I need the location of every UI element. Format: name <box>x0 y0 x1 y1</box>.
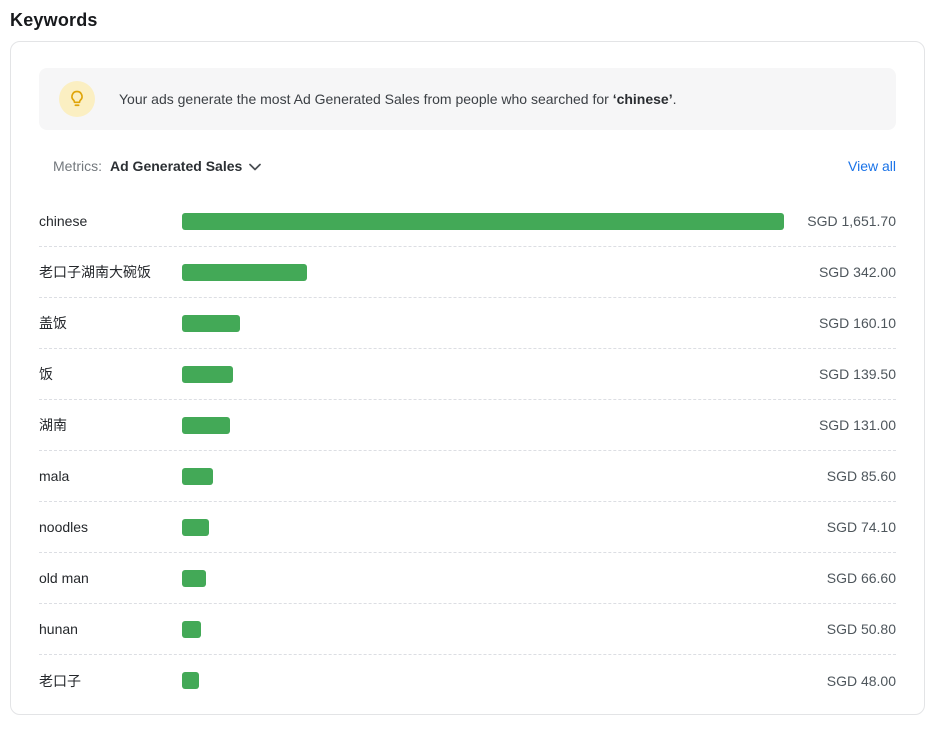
bar-track <box>182 672 784 689</box>
keyword-row: chinese SGD 1,651.70 <box>39 196 896 247</box>
keyword-label: chinese <box>39 213 88 229</box>
lightbulb-icon <box>59 81 95 117</box>
bar-track <box>182 263 784 281</box>
keyword-label: old man <box>39 570 89 586</box>
keyword-label: 盖饭 <box>39 315 67 331</box>
keyword-label: noodles <box>39 519 89 535</box>
keyword-label: 饭 <box>39 366 53 382</box>
keyword-row: 盖饭 SGD 160.10 <box>39 298 896 349</box>
keyword-value: SGD 66.60 <box>826 570 896 586</box>
keyword-label: hunan <box>39 621 78 637</box>
keyword-bar <box>182 569 207 587</box>
metrics-dropdown[interactable]: Ad Generated Sales <box>110 158 262 174</box>
keyword-row: mala SGD 85.60 <box>39 451 896 502</box>
bar-track <box>182 365 784 383</box>
keyword-bar <box>182 314 241 332</box>
keyword-value: SGD 1,651.70 <box>807 213 896 229</box>
bar-track <box>182 416 784 434</box>
metrics-selected-value: Ad Generated Sales <box>110 158 243 174</box>
insight-highlight: ‘chinese’ <box>612 91 673 107</box>
insight-text: Your ads generate the most Ad Generated … <box>119 91 677 107</box>
bar-track <box>182 314 784 332</box>
view-all-link[interactable]: View all <box>848 158 896 174</box>
keyword-value: SGD 74.10 <box>826 519 896 535</box>
keyword-bar <box>182 263 307 281</box>
chevron-down-icon <box>249 163 262 171</box>
keywords-card: Your ads generate the most Ad Generated … <box>10 41 925 715</box>
keyword-bar <box>182 365 233 383</box>
keyword-label: 老口子湖南大碗饭 <box>39 264 151 280</box>
keyword-bar <box>182 518 209 536</box>
keyword-label: 老口子 <box>39 672 81 689</box>
keyword-row: old man SGD 66.60 <box>39 553 896 604</box>
keyword-value: SGD 85.60 <box>826 468 896 484</box>
bar-track <box>182 620 784 638</box>
bar-track <box>182 467 784 485</box>
keywords-chart: chinese SGD 1,651.70 老口子湖南大碗饭 SGD 342.00 盖饭 S… <box>39 196 896 706</box>
keyword-value: SGD 48.00 <box>826 672 896 689</box>
keyword-row: 湖南 SGD 131.00 <box>39 400 896 451</box>
metrics-row: Metrics: Ad Generated Sales View all <box>39 150 896 182</box>
bar-track <box>182 518 784 536</box>
bar-track <box>182 569 784 587</box>
keyword-label: 湖南 <box>39 417 67 433</box>
keyword-row: 老口子湖南大碗饭 SGD 342.00 <box>39 247 896 298</box>
keyword-bar <box>182 416 230 434</box>
keyword-bar <box>182 620 201 638</box>
keyword-label: mala <box>39 468 70 484</box>
keyword-bar <box>182 212 784 230</box>
keyword-value: SGD 50.80 <box>826 621 896 637</box>
keyword-bar <box>182 467 214 485</box>
keyword-value: SGD 160.10 <box>818 315 896 331</box>
keyword-bar <box>182 672 200 689</box>
keyword-row: 老口子 SGD 48.00 <box>39 655 896 706</box>
keyword-value: SGD 131.00 <box>818 417 896 433</box>
keywords-panel: Keywords Your ads generate the most Ad G… <box>10 10 925 715</box>
bar-track <box>182 212 784 230</box>
page-title: Keywords <box>10 10 98 30</box>
keyword-row: noodles SGD 74.10 <box>39 502 896 553</box>
keyword-row: hunan SGD 50.80 <box>39 604 896 655</box>
metrics-label: Metrics: <box>53 158 102 174</box>
keyword-value: SGD 342.00 <box>818 264 896 280</box>
insight-banner: Your ads generate the most Ad Generated … <box>39 68 896 130</box>
keyword-row: 饭 SGD 139.50 <box>39 349 896 400</box>
keyword-value: SGD 139.50 <box>818 366 896 382</box>
